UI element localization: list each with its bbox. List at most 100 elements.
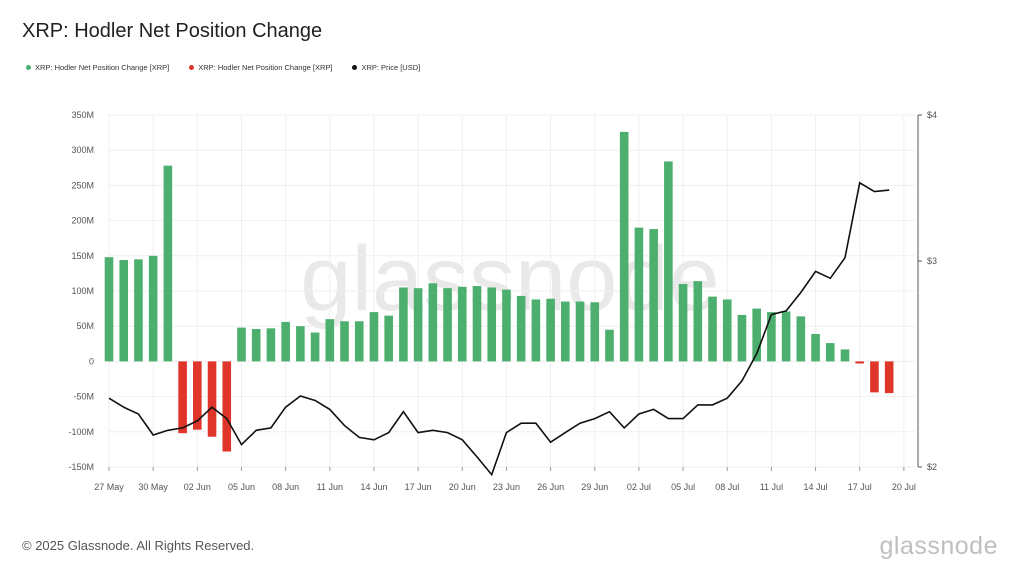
bar: [561, 301, 570, 362]
bar: [722, 299, 732, 362]
y-left-tick-label: 350M: [71, 110, 94, 120]
bar: [310, 332, 320, 362]
legend-label-price: XRP: Price [USD]: [361, 63, 421, 72]
legend-item-positive[interactable]: XRP: Hodler Net Position Change [XRP]: [26, 63, 169, 72]
bar: [825, 343, 835, 362]
x-tick-label: 27 May: [94, 482, 124, 492]
x-tick-label: 23 Jun: [493, 482, 520, 492]
bar: [693, 281, 703, 362]
bar: [664, 161, 673, 362]
x-tick-label: 26 Jun: [537, 482, 564, 492]
x-tick-label: 14 Jun: [360, 482, 387, 492]
bar: [281, 321, 290, 362]
bar: [104, 257, 114, 362]
y-left-tick-label: 100M: [71, 286, 94, 296]
bar: [516, 295, 526, 362]
x-tick-label: 02 Jun: [184, 482, 211, 492]
bar: [354, 321, 364, 362]
bar: [178, 361, 187, 434]
legend-dot-positive: [26, 65, 31, 70]
x-tick-label: 17 Jun: [405, 482, 432, 492]
x-tick-label: 30 May: [138, 482, 168, 492]
bar: [222, 361, 232, 452]
bar: [399, 287, 408, 362]
x-tick-label: 05 Jun: [228, 482, 255, 492]
bar: [634, 227, 644, 362]
y-left-tick-label: -50M: [73, 392, 94, 402]
bar: [266, 328, 276, 362]
x-tick-label: 17 Jul: [848, 482, 872, 492]
bar: [840, 349, 850, 362]
bar: [325, 319, 335, 362]
x-tick-label: 11 Jul: [760, 482, 783, 492]
copyright-text: © 2025 Glassnode. All Rights Reserved.: [22, 538, 255, 553]
bar: [752, 308, 761, 362]
bar: [502, 289, 511, 362]
bar: [884, 361, 894, 394]
y-right-tick-label: $4: [927, 110, 937, 120]
bar: [472, 286, 482, 362]
legend-label-negative: XRP: Hodler Net Position Change [XRP]: [198, 63, 333, 72]
bar: [237, 327, 246, 362]
bar: [193, 361, 202, 430]
bar: [737, 314, 747, 362]
bar: [575, 301, 585, 362]
bar: [296, 326, 305, 362]
legend-item-negative[interactable]: XRP: Hodler Net Position Change [XRP]: [189, 63, 332, 72]
bar: [649, 229, 658, 362]
y-left-tick-label: 50M: [76, 321, 94, 331]
x-tick-label: 20 Jun: [449, 482, 476, 492]
y-left-tick-label: -150M: [68, 462, 94, 472]
bar: [148, 255, 158, 362]
bar: [678, 283, 688, 362]
x-tick-label: 02 Jul: [627, 482, 651, 492]
bar: [531, 299, 541, 362]
bar: [457, 286, 467, 362]
y-left-tick-label: 250M: [71, 180, 94, 190]
legend: XRP: Hodler Net Position Change [XRP] XR…: [26, 63, 420, 72]
bar: [369, 312, 379, 362]
bar: [796, 316, 806, 362]
bar: [428, 283, 438, 362]
chart-title: XRP: Hodler Net Position Change: [22, 20, 323, 42]
legend-item-price[interactable]: XRP: Price [USD]: [352, 63, 420, 72]
x-tick-label: 11 Jun: [317, 482, 343, 492]
bar: [119, 260, 129, 362]
bar: [605, 329, 614, 362]
y-left-tick-label: -100M: [68, 427, 94, 437]
bar: [251, 329, 261, 362]
bar: [855, 361, 865, 364]
y-left-tick-label: 0: [89, 356, 94, 366]
bar: [708, 296, 717, 362]
bar: [207, 361, 217, 437]
bar: [163, 165, 173, 362]
bar: [546, 298, 555, 362]
bar: [340, 321, 349, 362]
bar: [134, 259, 143, 362]
bar: [487, 287, 497, 362]
y-right-tick-label: $3: [927, 256, 937, 266]
x-tick-label: 08 Jun: [272, 482, 299, 492]
bar: [413, 288, 423, 362]
x-tick-label: 08 Jul: [715, 482, 739, 492]
bar: [619, 131, 629, 362]
bar: [590, 302, 600, 362]
y-left-tick-label: 200M: [71, 216, 94, 226]
x-tick-label: 20 Jul: [892, 482, 916, 492]
y-right-tick-label: $2: [927, 462, 937, 472]
bar: [870, 361, 879, 393]
brand-logo: glassnode: [879, 532, 998, 560]
legend-label-positive: XRP: Hodler Net Position Change [XRP]: [35, 63, 170, 72]
y-left-tick-label: 300M: [71, 145, 94, 155]
bar: [767, 312, 776, 362]
x-tick-label: 29 Jun: [581, 482, 608, 492]
legend-dot-price: [352, 65, 358, 70]
bar: [443, 288, 452, 362]
x-tick-label: 05 Jul: [671, 482, 695, 492]
axes: 350M 300M 250M 200M 150M 100M 50M 0 -50M -100M -15…: [68, 110, 937, 492]
bar: [781, 311, 791, 362]
x-tick-label: 14 Jul: [804, 482, 828, 492]
y-left-tick-label: 150M: [71, 251, 94, 261]
bar: [384, 315, 393, 362]
